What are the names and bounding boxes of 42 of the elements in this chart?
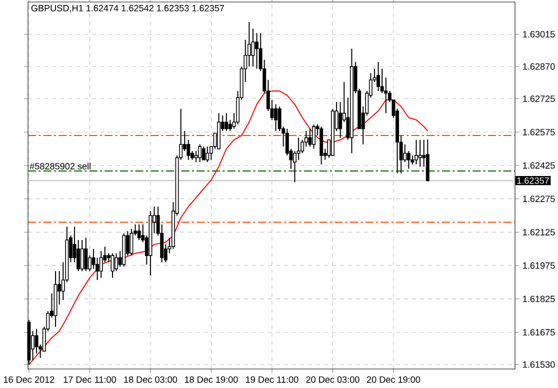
candlestick (137, 224, 141, 240)
x-tick-label: 18 Dec 03:00 (124, 376, 178, 383)
candlestick (198, 144, 202, 163)
candlestick (224, 112, 228, 132)
candlestick (406, 150, 410, 170)
candlestick (274, 104, 278, 132)
candlestick (251, 28, 255, 67)
y-tick-label: 1.61975 (523, 262, 555, 269)
y-tick-label: 1.62725 (523, 96, 555, 102)
candlestick (80, 239, 84, 272)
candlestick (130, 228, 134, 256)
candlestick (114, 252, 118, 272)
y-tick-label: 1.62275 (523, 196, 555, 202)
x-tick-label: 17 Dec 11:00 (64, 376, 116, 383)
x-tick-label: 20 Dec 03:00 (306, 376, 360, 383)
candlestick (84, 237, 88, 272)
candlestick (308, 128, 312, 148)
candlestick (414, 139, 418, 165)
y-tick-label: 1.61530 (523, 361, 555, 368)
y-tick-label: 1.61825 (523, 296, 555, 302)
y-tick-label: 1.62870 (523, 63, 555, 70)
candlestick (202, 146, 206, 160)
candlestick (403, 144, 407, 163)
x-tick-label: 19 Dec 11:00 (246, 376, 298, 383)
y-tick-label: 1.62425 (523, 162, 555, 169)
candlestick (206, 146, 210, 163)
x-tick-label: 18 Dec 19:00 (184, 376, 238, 383)
ref-line-label: #58285902 sell (30, 162, 90, 170)
x-tick-label: 20 Dec 19:00 (366, 376, 420, 383)
chart-title: GBPUSD,H1 1.62474 1.62542 1.62353 1.62357 (31, 4, 224, 12)
candlestick (312, 124, 316, 150)
y-tick-label: 1.62125 (523, 228, 555, 236)
candlestick (34, 328, 38, 354)
y-tick-label: 1.62575 (523, 128, 555, 136)
y-tick-label: 1.61675 (523, 329, 555, 336)
y-tick-label: 1.63015 (523, 31, 555, 38)
x-tick-label: 16 Dec 2012 (4, 376, 54, 383)
candlestick (255, 32, 259, 70)
candlestick (99, 250, 103, 278)
candlestick (376, 62, 380, 92)
ref-line-label: 1.62357 (517, 177, 549, 184)
candlestick (418, 139, 422, 168)
